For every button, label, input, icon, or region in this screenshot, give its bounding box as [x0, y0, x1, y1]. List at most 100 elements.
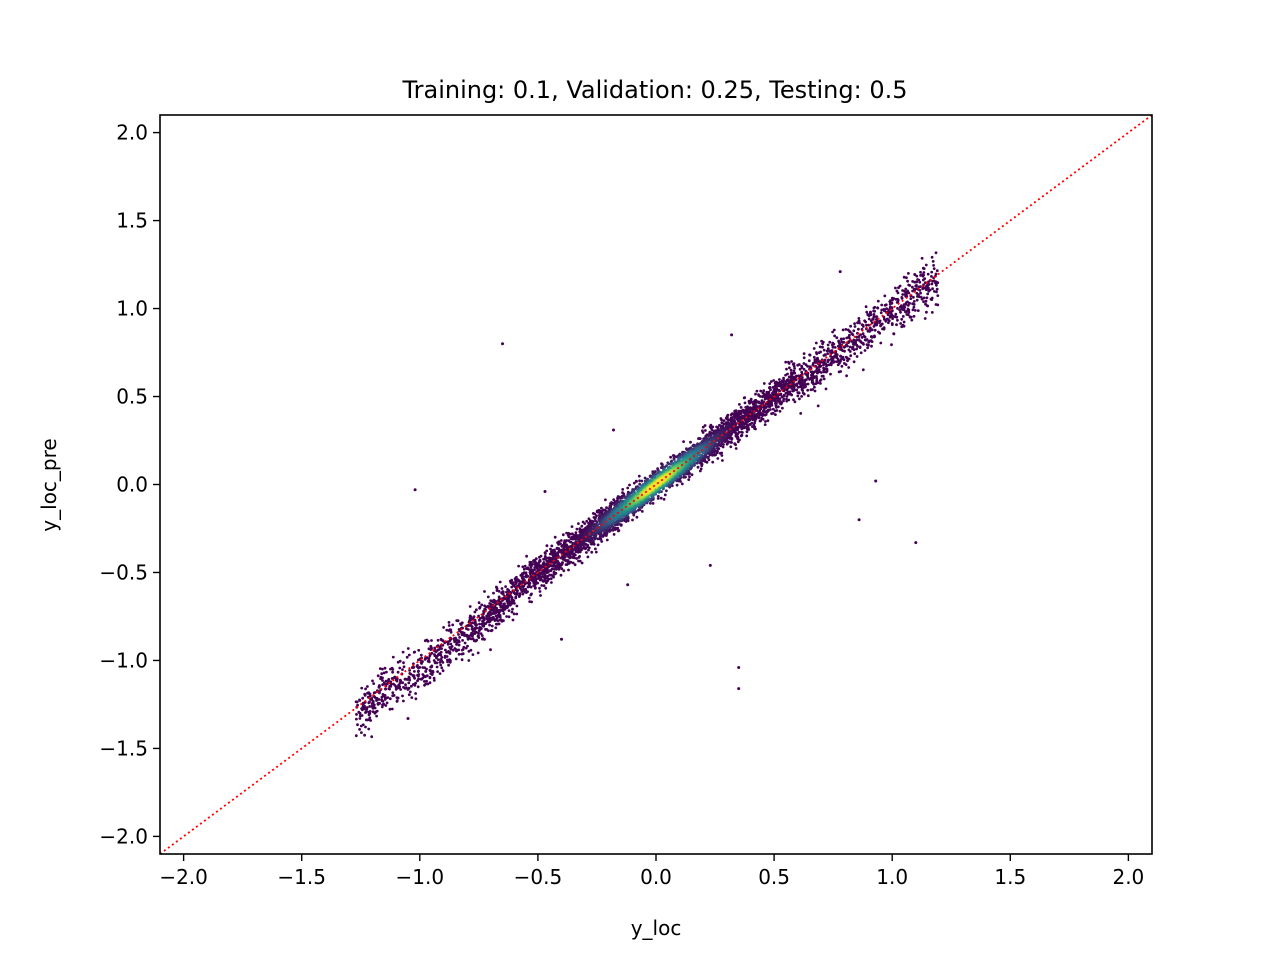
scatter-point [757, 401, 761, 405]
scatter-point [909, 297, 913, 300]
scatter-point [829, 372, 832, 376]
scatter-point [715, 447, 719, 450]
scatter-point [638, 479, 641, 483]
scatter-point [901, 323, 905, 327]
scatter-point [883, 309, 886, 313]
scatter-point [866, 346, 869, 350]
scatter-point [870, 321, 874, 325]
scatter-point [571, 561, 575, 565]
scatter-point [632, 513, 636, 517]
scatter-point [454, 657, 458, 661]
scatter-point [887, 321, 890, 325]
scatter-point [896, 318, 899, 322]
scatter-point [913, 280, 916, 284]
scatter-point [819, 382, 822, 385]
scatter-point [900, 317, 904, 321]
scatter-point [765, 397, 769, 400]
scatter-point [538, 586, 541, 590]
scatter-point [600, 506, 603, 510]
scatter-point [720, 418, 723, 422]
scatter-point [912, 295, 915, 299]
scatter-point [843, 362, 846, 365]
scatter-point [470, 631, 473, 635]
scatter-point [888, 300, 892, 303]
scatter-point [401, 650, 405, 654]
scatter-point [477, 601, 481, 605]
scatter-point [929, 297, 933, 301]
scatter-point [662, 497, 666, 501]
scatter-point [824, 387, 828, 391]
scatter-point [454, 636, 457, 640]
scatter-point [612, 533, 616, 536]
scatter-point [899, 310, 902, 314]
scatter-point [364, 718, 368, 722]
scatter-point [755, 389, 759, 393]
scatter-point [470, 624, 473, 628]
scatter-point [896, 307, 899, 310]
scatter-point [924, 299, 928, 303]
scatter-point [864, 320, 867, 324]
scatter-point [925, 284, 928, 288]
scatter-point [382, 671, 386, 675]
scatter-point [523, 590, 526, 594]
scatter-point [605, 538, 609, 542]
scatter-point [812, 355, 816, 359]
scatter-point [872, 325, 876, 328]
scatter-point [757, 410, 760, 413]
scatter-point [832, 328, 836, 332]
scatter-point [405, 677, 409, 681]
scatter-point [853, 352, 857, 356]
scatter-point [395, 699, 399, 703]
scatter-point [510, 610, 514, 614]
scatter-point [356, 723, 359, 727]
scatter-point [542, 561, 545, 565]
scatter-point [391, 668, 395, 671]
scatter-point [661, 463, 664, 466]
scatter-point [498, 580, 502, 584]
scatter-point [577, 522, 580, 525]
scatter-point [912, 305, 916, 309]
scatter-point [391, 691, 395, 695]
scatter-point [424, 682, 428, 686]
scatter-point [505, 590, 508, 594]
scatter-point [460, 658, 464, 662]
scatter-point [640, 479, 644, 483]
scatter-point [583, 522, 587, 525]
scatter-point [500, 587, 504, 590]
scatter-point [916, 309, 920, 312]
scatter-point [873, 328, 877, 332]
scatter-point [879, 311, 883, 315]
scatter-point [839, 338, 843, 341]
scatter-point [578, 555, 581, 558]
scatter-point [527, 596, 531, 600]
scatter-point [477, 634, 480, 637]
scatter-point [621, 496, 624, 500]
scatter-point [366, 685, 369, 688]
scatter-point [525, 554, 528, 558]
scatter-point [895, 301, 899, 304]
scatter-point [550, 581, 553, 584]
scatter-point [792, 398, 795, 401]
scatter-point [526, 574, 530, 578]
scatter-point [407, 681, 411, 685]
scatter-point [841, 328, 845, 332]
scatter-point [486, 620, 489, 624]
scatter-point [442, 626, 445, 629]
scatter-point [564, 563, 568, 566]
scatter-point [651, 502, 655, 505]
scatter-point [814, 382, 818, 385]
scatter-point [934, 272, 938, 276]
scatter-point [858, 345, 862, 349]
scatter-point [447, 663, 450, 667]
scatter-point [824, 370, 828, 374]
scatter-point [513, 592, 517, 595]
scatter-point [469, 615, 473, 619]
scatter-point [796, 363, 800, 367]
scatter-point [761, 410, 765, 413]
scatter-point [935, 287, 939, 291]
scatter-point [501, 592, 505, 596]
scatter-point [800, 370, 804, 374]
scatter-point [885, 307, 888, 310]
scatter-point [488, 623, 491, 627]
scatter-point [846, 359, 849, 363]
